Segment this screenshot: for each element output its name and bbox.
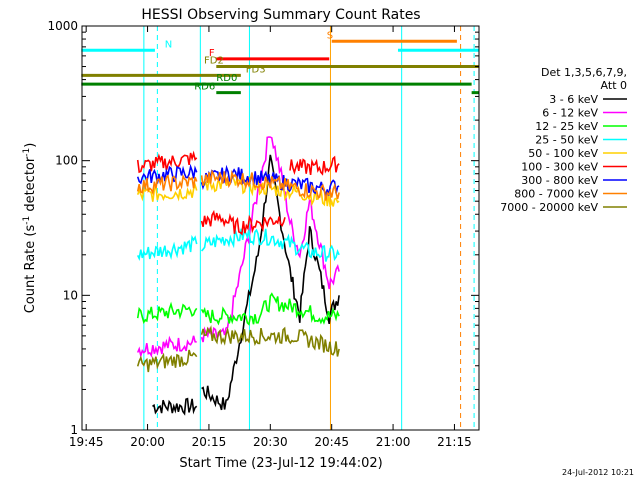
y-axis-label-tail: detector <box>23 156 38 216</box>
y-axis-label-end: ) <box>23 143 38 148</box>
flag-label-6: RD6 <box>194 82 215 93</box>
series-line-0-seg-0 <box>152 397 198 416</box>
series-line-3-seg-1 <box>201 228 340 262</box>
series-line-8-seg-0 <box>136 349 198 373</box>
legend-label-3: 25 - 50 keV <box>535 134 598 147</box>
x-tick-label-0: 19:45 <box>69 435 104 449</box>
y-axis-label-main: Count Rate (s <box>23 225 38 314</box>
y-tick-label-0: 1 <box>70 423 78 437</box>
series-line-0-seg-1 <box>201 154 340 411</box>
legend-label-5: 100 - 300 keV <box>521 161 598 174</box>
x-tick-label-2: 20:15 <box>192 435 227 449</box>
timestamp: 24-Jul-2012 10:21 <box>562 468 634 477</box>
flag-label-3: FD2 <box>204 56 224 67</box>
plot-frame <box>81 25 480 431</box>
legend-header-line2: Att 0 <box>601 79 627 92</box>
series-line-4-seg-0 <box>136 182 198 202</box>
series-line-7-seg-1 <box>200 169 340 201</box>
legend-label-0: 3 - 6 keV <box>549 93 598 106</box>
legend-label-4: 50 - 100 keV <box>528 147 598 160</box>
flag-label-2: F <box>209 48 215 59</box>
series-line-8-seg-1 <box>200 325 340 357</box>
legend-label-7: 800 - 7000 keV <box>514 188 598 201</box>
flag-label-1: S <box>327 30 333 41</box>
legend-label-8: 7000 - 20000 keV <box>500 201 598 214</box>
x-axis-label: Start Time (23-Jul-12 19:44:02) <box>179 456 382 471</box>
series-line-2-seg-0 <box>136 301 198 324</box>
y-axis-label-sup2: -1 <box>22 148 32 157</box>
y-tick-label-2: 100 <box>55 154 78 168</box>
flag-label-0: N <box>165 39 172 50</box>
legend-label-2: 12 - 25 keV <box>535 120 598 133</box>
series-line-3-seg-0 <box>136 234 198 262</box>
x-tick-label-3: 20:30 <box>253 435 288 449</box>
flag-label-5: RD0 <box>216 73 237 84</box>
x-tick-label-5: 21:00 <box>376 435 411 449</box>
legend-header-line1: Det 1,3,5,6,7,9, <box>541 66 627 79</box>
series-line-5-seg-2 <box>289 155 340 176</box>
y-tick-label-1: 10 <box>63 288 78 302</box>
x-tick-label-4: 20:45 <box>314 435 349 449</box>
legend-label-6: 300 - 800 keV <box>521 174 598 187</box>
series-line-2-seg-1 <box>200 292 340 326</box>
y-axis-label-sup: -1 <box>22 216 32 225</box>
series-line-1-seg-0 <box>136 335 197 359</box>
series-line-7-seg-0 <box>136 174 198 196</box>
series-line-5-seg-0 <box>136 150 198 174</box>
series-line-6-seg-0 <box>136 163 198 185</box>
flag-label-4: FD3 <box>246 64 266 75</box>
x-tick-label-1: 20:00 <box>130 435 165 449</box>
y-axis-label: Count Rate (s-1 detector-1) <box>22 143 38 314</box>
x-tick-label-6: 21:15 <box>437 435 472 449</box>
y-tick-label-3: 1000 <box>47 19 78 33</box>
legend-label-1: 6 - 12 keV <box>542 107 598 120</box>
chart-title: HESSI Observing Summary Count Rates <box>141 7 420 23</box>
axes: 19:45 20:00 20:15 20:30 20:45 21:00 21:15 1 10 10… <box>47 19 479 449</box>
series-line-5-seg-1 <box>200 209 286 236</box>
series-line-1-seg-1 <box>200 136 340 343</box>
